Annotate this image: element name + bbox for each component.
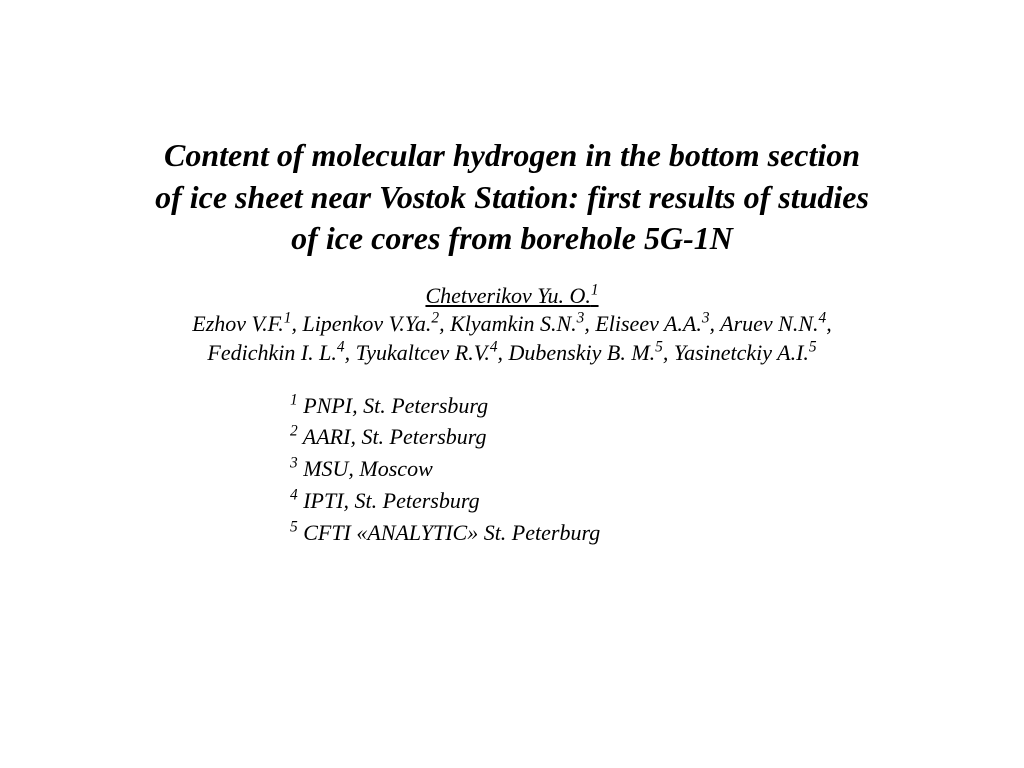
lead-author-name: Chetverikov Yu. O. xyxy=(425,283,590,308)
lead-author-aff: 1 xyxy=(591,281,599,298)
author-aff: 4 xyxy=(819,310,827,327)
slide-title: Content of molecular hydrogen in the bot… xyxy=(0,135,1024,260)
affiliations-block: 1 PNPI, St. Petersburg2 AARI, St. Peters… xyxy=(290,390,1024,549)
author-aff: 5 xyxy=(809,339,817,356)
title-line: of ice cores from borehole 5G-1N xyxy=(291,220,733,256)
affiliation-text: PNPI, St. Petersburg xyxy=(298,393,488,418)
affiliation-text: MSU, Moscow xyxy=(298,456,433,481)
author-aff: 1 xyxy=(284,310,292,327)
author-aff: 3 xyxy=(702,310,710,327)
author: Klyamkin S.N. xyxy=(450,311,577,336)
affiliation-text: CFTI «ANALYTIC» St. Peterburg xyxy=(298,520,601,545)
author: Ezhov V.F. xyxy=(192,311,283,336)
affiliation-row: 5 CFTI «ANALYTIC» St. Peterburg xyxy=(290,517,1024,549)
author: Fedichkin I. L. xyxy=(207,340,337,365)
author-aff: 3 xyxy=(577,310,585,327)
affiliation-num: 2 xyxy=(290,423,298,440)
slide: Content of molecular hydrogen in the bot… xyxy=(0,0,1024,768)
author: Aruev N.N. xyxy=(720,311,818,336)
affiliation-text: IPTI, St. Petersburg xyxy=(298,488,480,513)
lead-author: Chetverikov Yu. O.1 xyxy=(425,283,598,308)
author: Lipenkov V.Ya. xyxy=(302,311,431,336)
author-list: Ezhov V.F.1, Lipenkov V.Ya.2, Klyamkin S… xyxy=(192,311,831,365)
author: Tyukaltcev R.V. xyxy=(356,340,490,365)
affiliation-num: 4 xyxy=(290,487,298,504)
author-aff: 2 xyxy=(431,310,439,327)
affiliation-num: 1 xyxy=(290,391,298,408)
affiliation-row: 2 AARI, St. Petersburg xyxy=(290,421,1024,453)
author-aff: 4 xyxy=(490,339,498,356)
affiliation-row: 3 MSU, Moscow xyxy=(290,453,1024,485)
affiliation-num: 5 xyxy=(290,519,298,536)
title-line: of ice sheet near Vostok Station: first … xyxy=(155,179,869,215)
author: Eliseev A.A. xyxy=(595,311,702,336)
author: Dubenskiy B. M. xyxy=(509,340,656,365)
affiliation-row: 4 IPTI, St. Petersburg xyxy=(290,485,1024,517)
author-aff: 5 xyxy=(655,339,663,356)
affiliation-num: 3 xyxy=(290,455,298,472)
affiliation-text: AARI, St. Petersburg xyxy=(298,424,487,449)
author-aff: 4 xyxy=(337,339,345,356)
title-line: Content of molecular hydrogen in the bot… xyxy=(164,137,860,173)
affiliation-row: 1 PNPI, St. Petersburg xyxy=(290,390,1024,422)
author: Yasinetckiy A.I. xyxy=(674,340,809,365)
authors-block: Chetverikov Yu. O.1 Ezhov V.F.1, Lipenko… xyxy=(0,282,1024,368)
